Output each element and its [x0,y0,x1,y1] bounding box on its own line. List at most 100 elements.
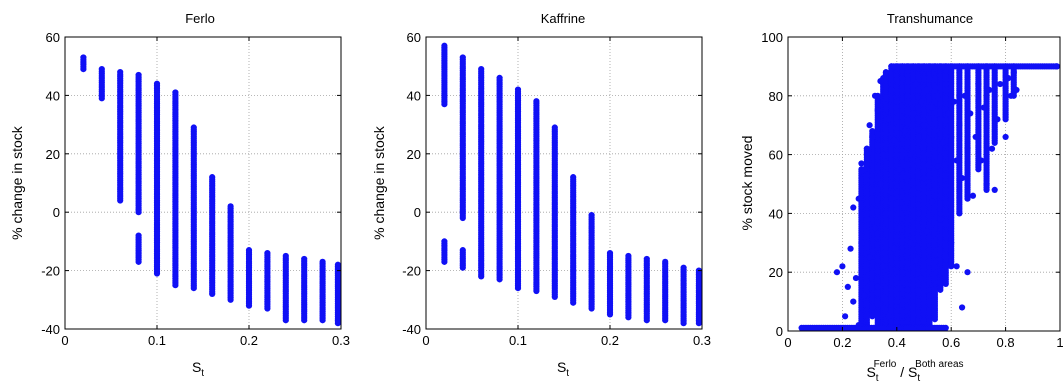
data-point [850,204,857,211]
x-axis-label: St [192,359,204,379]
y-tick-label: -40 [402,322,421,337]
x-tick-label: 0.1 [148,333,166,348]
data-points [798,63,1060,331]
x-tick-label: 0 [422,333,429,348]
data-point [937,216,944,223]
data-point [912,80,919,88]
data-point [514,86,522,93]
y-axis-label-text: % change in stock [9,125,25,240]
data-point [915,210,922,217]
data-point [896,225,903,232]
data-point [907,239,914,246]
data-point [877,180,884,188]
x-tick-label: 0.8 [997,335,1015,350]
data-point [958,175,966,182]
data-point [912,257,919,264]
x-tick-label: 0.3 [693,333,711,348]
data-point [890,245,898,252]
data-point [893,298,900,305]
data-point [1010,69,1017,76]
panel-title: Transhumance [887,11,973,26]
data-point [920,122,928,129]
data-point [871,92,879,99]
data-point [301,255,308,263]
data-point [496,74,503,81]
data-point [1005,75,1012,82]
y-tick-label: 100 [761,30,783,45]
x-axis-label-sub: t [201,368,204,379]
data-point [931,251,938,258]
y-tick-label: 40 [407,88,421,103]
data-point [459,54,466,61]
y-axis-label-text: % stock moved [739,136,755,231]
data-point [874,283,881,290]
x-tick-label: 0.2 [601,333,619,348]
y-tick-label: 60 [46,30,60,45]
y-tick-label: 60 [769,148,783,163]
data-point [863,216,870,223]
y-tick-label: 20 [46,147,60,162]
data-point [1013,86,1020,94]
data-point [459,247,466,254]
data-point [441,238,448,245]
data-point [899,269,906,276]
y-tick-label: 40 [769,206,783,221]
data-point [533,98,540,105]
data-point [1007,92,1015,99]
data-point [880,263,887,270]
y-tick-label: 80 [769,89,783,104]
data-point [190,124,197,131]
axes-box [425,36,703,330]
panel-transhumance: Transhumance 0 0.2 0.4 0.6 0.8 1020406080100 … [739,11,1063,384]
data-point [983,180,990,188]
data-point [948,133,955,141]
y-tick-label: 0 [776,324,783,339]
data-point [855,322,862,329]
data-point [901,127,909,135]
x-axis-label-main: S [557,359,566,375]
data-point [958,304,966,311]
data-point [964,269,971,276]
x-tick-label: 0.2 [833,335,851,350]
data-point [606,249,614,257]
data-point [967,110,974,117]
data-point [929,104,936,111]
data-point [282,252,289,260]
data-point [939,139,947,146]
data-point [972,133,979,141]
data-point [926,292,933,299]
y-tick-label: -40 [41,322,60,337]
data-point [948,239,955,246]
x-tick-label: 0.1 [509,333,527,348]
data-point [844,283,851,290]
x-axis-label-sub1: t [876,373,879,384]
data-points [441,42,703,327]
data-point [997,80,1004,88]
data-point [662,258,669,265]
x-tick-label: 0.4 [888,335,906,350]
panel-title: Kaffrine [541,11,586,26]
y-tick-label: 40 [46,88,60,103]
data-point [901,204,909,211]
panel-title: Ferlo [185,11,215,26]
data-point [866,254,873,261]
data-point [869,127,876,135]
data-point [264,249,271,257]
data-point [882,69,890,76]
data-point [986,86,993,94]
x-tick-label: 0 [61,333,68,348]
data-point [1002,133,1009,141]
data-point [899,75,906,82]
data-point [885,116,892,123]
data-point [847,245,854,252]
data-point [942,80,949,88]
data-point [680,264,687,271]
y-tick-label: -20 [41,264,60,279]
ticks: 0 0.1 0.2 0.3 -40 -20 0 20 40 60 [402,30,711,348]
data-point [888,195,895,202]
data-point [625,252,632,260]
grid [426,37,702,329]
x-axis-label-main: S [192,359,201,375]
y-tick-label: 60 [407,30,421,45]
data-point [980,104,987,111]
